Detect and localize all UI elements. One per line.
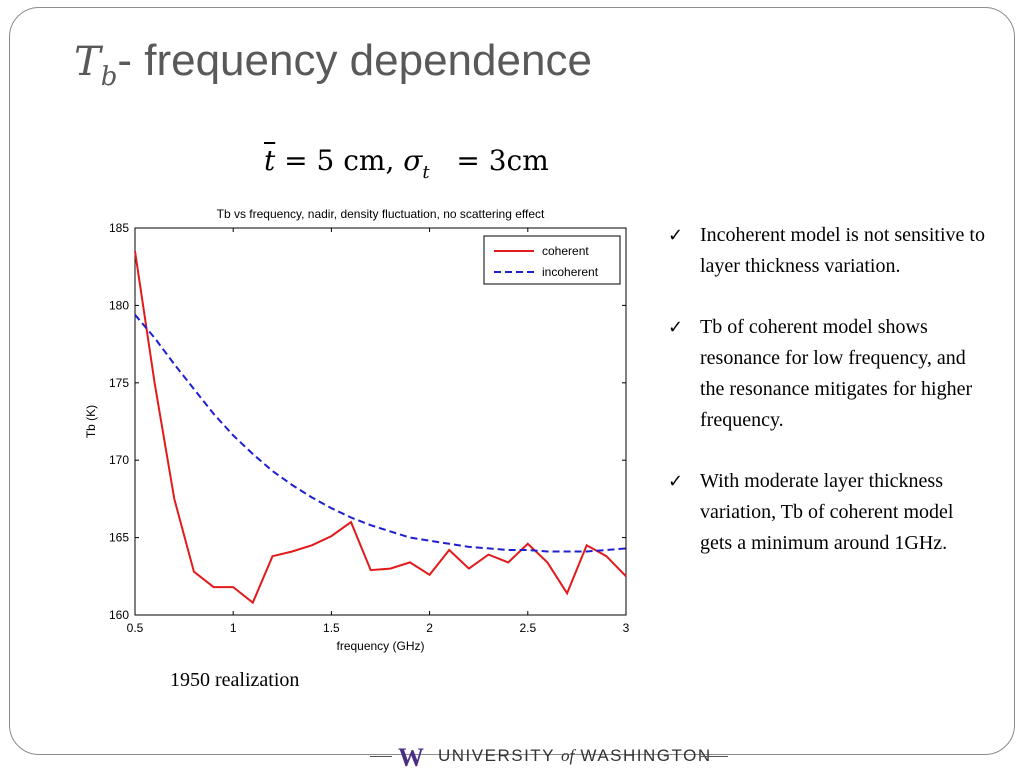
x-tick-label: 1 [230, 621, 237, 635]
y-tick-label: 185 [109, 221, 129, 235]
series-line-coherent [134, 251, 627, 605]
formula-eq2: = 3cm [456, 144, 549, 177]
x-tick-label: 0.5 [127, 621, 144, 635]
y-axis-label: Tb (K) [84, 405, 98, 438]
title-subscript: b [100, 62, 118, 92]
series-line-incoherent [134, 314, 627, 553]
formula-t-symbol: t [264, 144, 276, 177]
slide-title: Tb- frequency dependence [74, 36, 592, 92]
title-text: - frequency dependence [117, 36, 592, 85]
x-tick-label: 3 [623, 621, 630, 635]
university-word: UNIVERSITY [438, 746, 555, 765]
plot-area [134, 227, 627, 616]
bullet-list: ✓ Incoherent model is not sensitive to l… [668, 220, 988, 589]
thickness-formula: t = 5 cm, σt = 3cm [264, 144, 549, 183]
x-tick-label: 1.5 [323, 621, 340, 635]
uw-logo-icon: W [398, 743, 424, 772]
check-icon: ✓ [668, 225, 684, 246]
bullet-text-3: With moderate layer thickness variation,… [700, 470, 954, 554]
bullet-text-1: Incoherent model is not sensitive to lay… [700, 224, 985, 277]
chart-title: Tb vs frequency, nadir, density fluctuat… [217, 207, 545, 221]
x-tick-label: 2 [426, 621, 433, 635]
chart-svg: Tb vs frequency, nadir, density fluctuat… [84, 207, 630, 653]
washington-word: WASHINGTON [580, 746, 712, 765]
bullet-text-2: Tb of coherent model shows resonance for… [700, 316, 973, 431]
x-tick-label: 2.5 [519, 621, 536, 635]
of-word: of [560, 746, 575, 765]
footer-rule-right [700, 756, 728, 757]
check-icon: ✓ [668, 317, 684, 338]
formula-eq1: = 5 cm, [284, 144, 395, 177]
formula-sigma: σ [403, 144, 423, 177]
y-tick-label: 175 [109, 376, 129, 390]
y-tick-label: 160 [109, 608, 129, 622]
legend-label-coherent: coherent [542, 244, 589, 258]
bullet-item-2: ✓ Tb of coherent model shows resonance f… [668, 312, 988, 436]
y-tick-label: 165 [109, 531, 129, 545]
footer-rule-left [370, 756, 392, 757]
footer: W UNIVERSITY of WASHINGTON [0, 741, 1024, 772]
y-tick-label: 170 [109, 453, 129, 467]
bullet-item-1: ✓ Incoherent model is not sensitive to l… [668, 220, 988, 282]
check-icon: ✓ [668, 471, 684, 492]
title-symbol: T [74, 39, 101, 85]
realization-label: 1950 realization [170, 669, 300, 691]
tb-frequency-chart: Tb vs frequency, nadir, density fluctuat… [70, 196, 650, 666]
x-axis-label: frequency (GHz) [336, 639, 424, 653]
formula-sigma-sub: t [422, 162, 430, 183]
y-tick-label: 180 [109, 298, 129, 312]
university-name: UNIVERSITY of WASHINGTON [438, 746, 712, 766]
legend-box [483, 235, 621, 285]
legend-label-incoherent: incoherent [542, 265, 599, 279]
bullet-item-3: ✓ With moderate layer thickness variatio… [668, 466, 988, 559]
